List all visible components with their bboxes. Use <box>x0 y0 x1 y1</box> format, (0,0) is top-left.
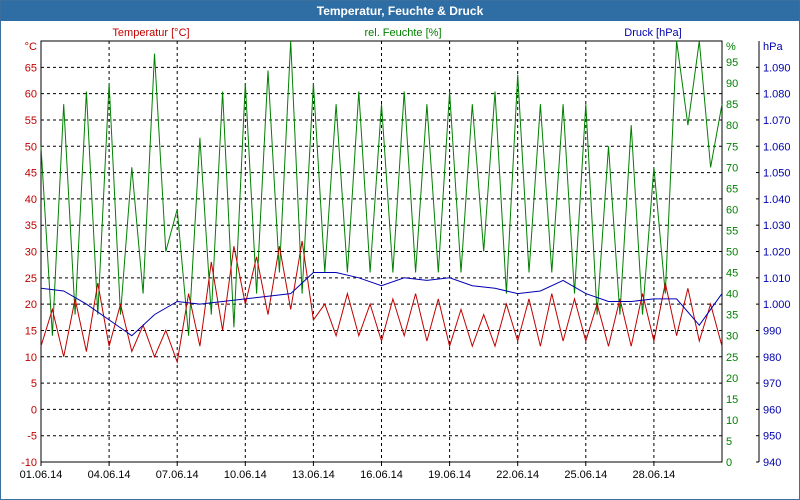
pressure-tick-label: 1.040 <box>763 194 791 206</box>
humidity-unit: % <box>726 41 736 53</box>
temperature-tick-label: 35 <box>25 220 37 232</box>
temperature-tick-label: 25 <box>25 273 37 285</box>
pressure-tick-label: 1.000 <box>763 299 791 311</box>
humidity-tick-label: 75 <box>726 141 738 153</box>
x-tick-label: 07.06.14 <box>156 469 199 481</box>
humidity-tick-label: 25 <box>726 352 738 364</box>
pressure-tick-label: 1.090 <box>763 62 791 74</box>
chart-axes <box>40 40 760 466</box>
humidity-tick-label: 95 <box>726 57 738 69</box>
temperature-tick-label: 55 <box>25 115 37 127</box>
temperature-tick-label: 10 <box>25 352 37 364</box>
pressure-axis-label: Druck [hPa] <box>624 27 681 39</box>
temperature-tick-label: 20 <box>25 299 37 311</box>
pressure-tick-label: 980 <box>763 352 781 364</box>
humidity-tick-label: 15 <box>726 394 738 406</box>
humidity-line <box>40 40 723 336</box>
humidity-tick-label: 90 <box>726 78 738 90</box>
humidity-tick-label: 40 <box>726 289 738 301</box>
temperature-tick-label: 0 <box>31 404 37 416</box>
chart-grid <box>41 41 722 462</box>
pressure-tick-label: 960 <box>763 404 781 416</box>
x-tick-label: 25.06.14 <box>564 469 607 481</box>
humidity-tick-label: 30 <box>726 331 738 343</box>
humidity-tick-label: 60 <box>726 204 738 216</box>
x-tick-label: 22.06.14 <box>496 469 539 481</box>
humidity-tick-label: 10 <box>726 415 738 427</box>
temperature-axis-label: Temperatur [°C] <box>112 27 189 39</box>
humidity-tick-label: 20 <box>726 373 738 385</box>
humidity-tick-label: 45 <box>726 268 738 280</box>
window-title: Temperatur, Feuchte & Druck <box>1 1 799 21</box>
chart-area: -10 -5 0 5 10 15 20 25 30 35 40 45 50 55 60 65 °C 0 5 10 15 2… <box>20 27 791 481</box>
x-tick-label: 28.06.14 <box>632 469 675 481</box>
chart-series <box>40 40 723 364</box>
temperature-tick-label: 50 <box>25 141 37 153</box>
pressure-tick-label: 1.020 <box>763 247 791 259</box>
humidity-tick-label: 0 <box>726 457 732 469</box>
humidity-tick-label: 55 <box>726 225 738 237</box>
pressure-tick-label: 970 <box>763 378 781 390</box>
chart-labels: -10 -5 0 5 10 15 20 25 30 35 40 45 50 55 60 65 °C 0 5 10 15 2… <box>20 27 791 481</box>
humidity-tick-label: 80 <box>726 120 738 132</box>
pressure-tick-label: 1.060 <box>763 141 791 153</box>
pressure-tick-label: 1.080 <box>763 89 791 101</box>
temperature-tick-label: -5 <box>27 431 37 443</box>
x-tick-label: 19.06.14 <box>428 469 471 481</box>
temperature-tick-label: 30 <box>25 247 37 259</box>
humidity-tick-label: 65 <box>726 183 738 195</box>
x-tick-label: 10.06.14 <box>224 469 267 481</box>
pressure-tick-label: 1.010 <box>763 273 791 285</box>
temperature-tick-label: 65 <box>25 62 37 74</box>
humidity-tick-label: 85 <box>726 99 738 111</box>
x-tick-label: 13.06.14 <box>292 469 335 481</box>
temperature-tick-label: 45 <box>25 168 37 180</box>
humidity-tick-label: 50 <box>726 247 738 259</box>
pressure-line <box>40 272 723 337</box>
x-tick-label: 16.06.14 <box>360 469 403 481</box>
pressure-tick-label: 1.050 <box>763 168 791 180</box>
pressure-tick-label: 990 <box>763 325 781 337</box>
temperature-tick-label: 15 <box>25 325 37 337</box>
humidity-tick-label: 70 <box>726 162 738 174</box>
humidity-tick-label: 35 <box>726 310 738 322</box>
pressure-tick-label: 950 <box>763 431 781 443</box>
pressure-unit: hPa <box>763 41 783 53</box>
humidity-tick-label: 5 <box>726 436 732 448</box>
pressure-tick-label: 940 <box>763 457 781 469</box>
x-tick-label: 01.06.14 <box>20 469 63 481</box>
pressure-tick-label: 1.070 <box>763 115 791 127</box>
temperature-line <box>40 240 723 364</box>
temperature-tick-label: -10 <box>21 457 37 469</box>
humidity-axis-label: rel. Feuchte [%] <box>364 27 441 39</box>
x-tick-label: 04.06.14 <box>88 469 131 481</box>
temperature-tick-label: 60 <box>25 89 37 101</box>
pressure-tick-label: 1.030 <box>763 220 791 232</box>
temperature-tick-label: 5 <box>31 378 37 390</box>
temperature-tick-label: 40 <box>25 194 37 206</box>
temperature-unit: °C <box>25 41 37 53</box>
